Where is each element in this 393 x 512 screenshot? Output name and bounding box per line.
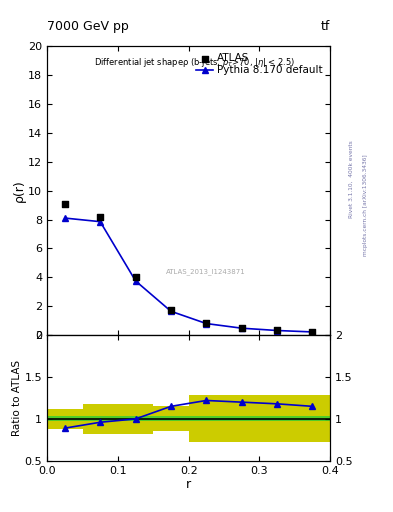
X-axis label: r: r [186, 478, 191, 492]
ATLAS [132, 273, 139, 282]
Pythia 8.170 default [310, 329, 315, 335]
ATLAS [239, 324, 245, 332]
ATLAS [203, 319, 209, 327]
Text: Rivet 3.1.10,  400k events: Rivet 3.1.10, 400k events [349, 140, 354, 218]
ATLAS [274, 326, 280, 334]
ATLAS [309, 327, 316, 335]
Line: Pythia 8.170 default: Pythia 8.170 default [62, 215, 315, 335]
Y-axis label: Ratio to ATLAS: Ratio to ATLAS [12, 360, 22, 436]
Y-axis label: ρ(r): ρ(r) [13, 179, 26, 202]
Pythia 8.170 default [133, 278, 138, 284]
ATLAS [62, 200, 68, 208]
ATLAS [97, 213, 103, 221]
Pythia 8.170 default [204, 321, 209, 327]
Pythia 8.170 default [62, 215, 67, 221]
Pythia 8.170 default [98, 219, 103, 225]
Text: mcplots.cern.ch [arXiv:1306.3436]: mcplots.cern.ch [arXiv:1306.3436] [363, 154, 368, 255]
Pythia 8.170 default [239, 325, 244, 331]
Text: Differential jet shapeρ (b-jets, $p_T$>70, $|\eta|$ < 2.5): Differential jet shapeρ (b-jets, $p_T$>7… [94, 56, 295, 69]
Text: 7000 GeV pp: 7000 GeV pp [47, 20, 129, 33]
Legend: ATLAS, Pythia 8.170 default: ATLAS, Pythia 8.170 default [194, 51, 325, 77]
Pythia 8.170 default [275, 328, 279, 334]
Pythia 8.170 default [169, 308, 173, 314]
Text: ATLAS_2013_I1243871: ATLAS_2013_I1243871 [166, 268, 246, 275]
ATLAS [168, 306, 174, 314]
Text: tf: tf [321, 20, 330, 33]
